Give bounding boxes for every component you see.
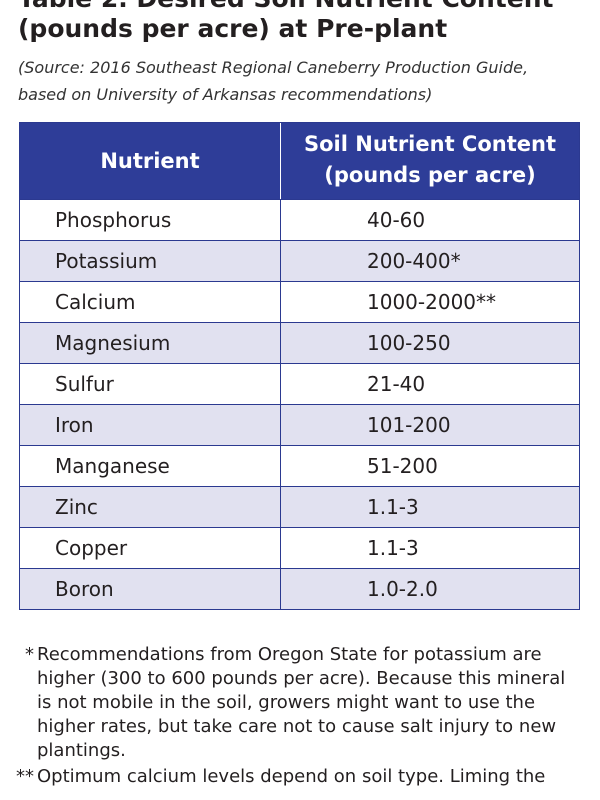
footnote-line: higher (300 to 600 pounds per acre). Bec…	[37, 668, 566, 689]
divider	[280, 323, 281, 363]
table-row: Potassium 200-400*	[20, 240, 579, 281]
column-header-line: Soil Nutrient Content	[304, 132, 556, 156]
content-cell: 1000-2000**	[367, 290, 497, 314]
divider	[280, 282, 281, 322]
content-cell: 1.1-3	[367, 495, 419, 519]
nutrient-cell: Potassium	[55, 249, 158, 273]
content-cell: 1.1-3	[367, 536, 419, 560]
nutrient-cell: Phosphorus	[55, 208, 172, 232]
divider	[280, 446, 281, 486]
nutrient-cell: Manganese	[55, 454, 170, 478]
table-row: Boron 1.0-2.0	[20, 568, 579, 609]
content-cell: 40-60	[367, 208, 426, 232]
nutrient-cell: Copper	[55, 536, 128, 560]
title-line: Table 2. Desired Soil Nutrient Content	[18, 0, 553, 14]
footnote-line: higher rates, but take care not to cause…	[37, 716, 557, 737]
nutrient-cell: Iron	[55, 413, 94, 437]
source-line: (Source: 2016 Southeast Regional Caneber…	[18, 58, 529, 77]
content-cell: 21-40	[367, 372, 426, 396]
content-cell: 51-200	[367, 454, 438, 478]
table-row: Phosphorus 40-60	[20, 199, 579, 240]
table-row: Copper 1.1-3	[20, 527, 579, 568]
footnote-line: plantings.	[37, 740, 126, 761]
content-cell: 200-400*	[367, 249, 461, 273]
nutrient-cell: Sulfur	[55, 372, 114, 396]
divider	[280, 487, 281, 527]
table-row: Sulfur 21-40	[20, 363, 579, 404]
content-cell: 1.0-2.0	[367, 577, 438, 601]
divider	[280, 123, 281, 199]
footnote-marker: *	[25, 644, 34, 665]
divider	[280, 364, 281, 404]
footnote-line: Optimum calcium levels depend on soil ty…	[37, 766, 546, 787]
title-line: (pounds per acre) at Pre-plant	[18, 14, 448, 43]
divider	[280, 569, 281, 609]
table-row: Iron 101-200	[20, 404, 579, 445]
nutrient-cell: Boron	[55, 577, 114, 601]
nutrient-cell: Zinc	[55, 495, 98, 519]
nutrient-table: Nutrient Soil Nutrient Content (pounds p…	[19, 122, 580, 610]
table-header: Nutrient Soil Nutrient Content (pounds p…	[20, 123, 579, 199]
nutrient-cell: Magnesium	[55, 331, 171, 355]
table-row: Magnesium 100-250	[20, 322, 579, 363]
divider	[280, 405, 281, 445]
content-cell: 101-200	[367, 413, 451, 437]
column-header-line: (pounds per acre)	[324, 163, 536, 187]
table-row: Zinc 1.1-3	[20, 486, 579, 527]
footnote-line: Recommendations from Oregon State for po…	[37, 644, 542, 665]
source-line: based on University of Arkansas recommen…	[18, 85, 433, 104]
column-header: Soil Nutrient Content (pounds per acre)	[281, 129, 579, 191]
nutrient-cell: Calcium	[55, 290, 136, 314]
column-header: Nutrient	[100, 149, 200, 173]
content-cell: 100-250	[367, 331, 451, 355]
table-row: Calcium 1000-2000**	[20, 281, 579, 322]
divider	[280, 241, 281, 281]
footnote-marker: **	[16, 766, 34, 787]
divider	[280, 200, 281, 240]
table-row: Manganese 51-200	[20, 445, 579, 486]
footnote-line: is not mobile in the soil, growers might…	[37, 692, 536, 713]
divider	[280, 528, 281, 568]
